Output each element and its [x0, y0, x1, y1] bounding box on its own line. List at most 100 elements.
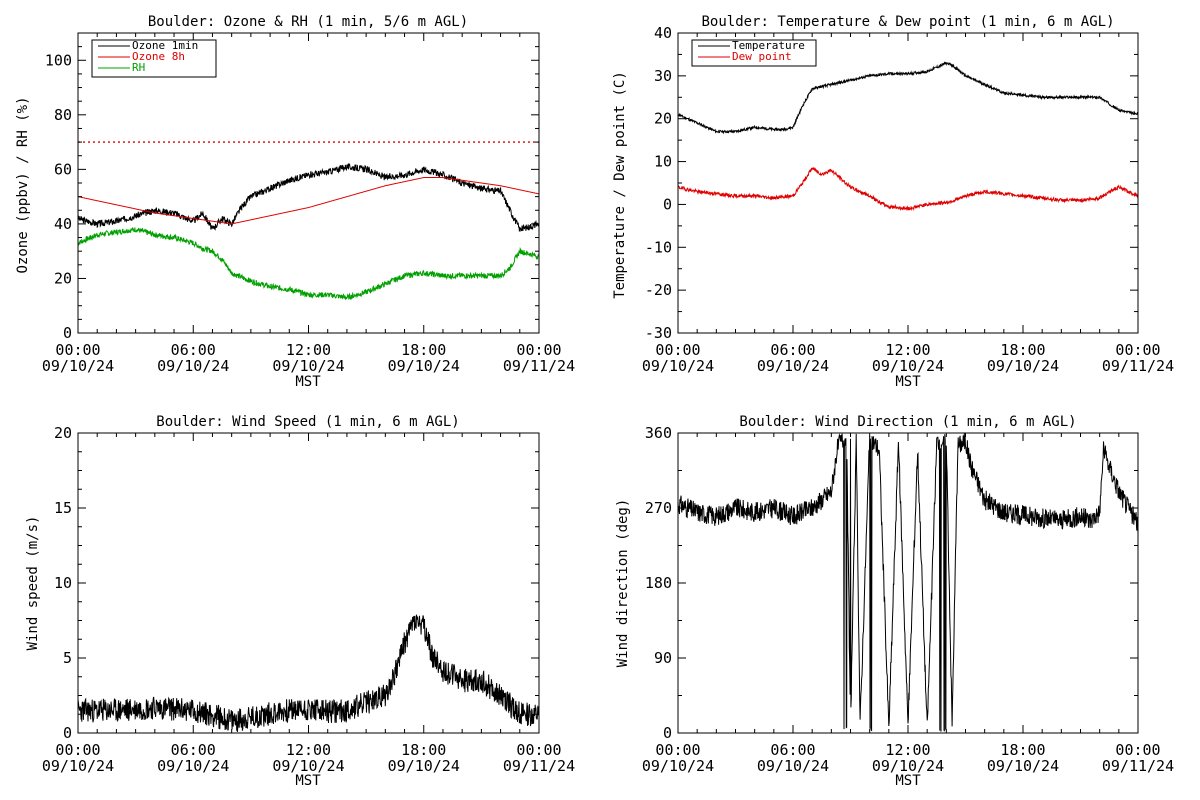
x-tick-label-date: 09/10/24: [642, 357, 714, 375]
x-tick-label-time: 12:00: [885, 741, 930, 759]
panel-title: Boulder: Wind Speed (1 min, 6 m AGL): [156, 414, 459, 430]
x-tick-label-time: 18:00: [401, 341, 446, 359]
x-tick-label-date: 09/10/24: [987, 357, 1059, 375]
x-axis-label: MST: [895, 374, 921, 390]
y-tick-label: 20: [654, 110, 672, 128]
y-tick-label: 5: [63, 649, 72, 667]
y-tick-label: 180: [645, 574, 672, 592]
x-tick-label-date: 09/10/24: [642, 757, 714, 775]
y-tick-label: 20: [54, 269, 72, 287]
series-line: [78, 227, 539, 301]
x-tick-label-time: 06:00: [770, 741, 815, 759]
y-tick-label: 0: [663, 724, 672, 742]
y-tick-label: 60: [54, 160, 72, 178]
legend-label: Temperature: [732, 39, 805, 52]
x-tick-label-date: 09/10/24: [872, 757, 944, 775]
x-tick-label-date: 09/11/24: [503, 357, 575, 375]
x-tick-label-time: 00:00: [516, 741, 561, 759]
x-tick-label-time: 00:00: [1115, 341, 1160, 359]
y-tick-label: 20: [54, 424, 72, 442]
x-tick-label-time: 00:00: [55, 341, 100, 359]
plot-area: 02040608010000:0009/10/2406:0009/10/2412…: [42, 32, 575, 375]
x-axis-label: MST: [895, 773, 921, 789]
plot-area: 09018027036000:0009/10/2406:0009/10/2412…: [642, 424, 1174, 775]
panel-title: Boulder: Ozone & RH (1 min, 5/6 m AGL): [148, 14, 468, 30]
legend-label: RH: [132, 61, 145, 74]
y-tick-label: 0: [663, 195, 672, 213]
y-axis-label: Ozone (ppbv) / RH (%): [15, 96, 31, 273]
panel-ozone-rh: Boulder: Ozone & RH (1 min, 5/6 m AGL) O…: [15, 14, 575, 390]
y-tick-label: 0: [63, 724, 72, 742]
series-group: [78, 614, 539, 732]
y-tick-label: 80: [54, 106, 72, 124]
x-tick-label-time: 00:00: [655, 341, 700, 359]
x-axis-label: MST: [295, 374, 321, 390]
x-tick-label-time: 00:00: [1115, 741, 1160, 759]
x-axis-label: MST: [295, 773, 321, 789]
x-tick-label-date: 09/10/24: [272, 357, 344, 375]
y-tick-label: 270: [645, 499, 672, 517]
x-tick-label-time: 00:00: [55, 741, 100, 759]
x-tick-label-date: 09/10/24: [872, 357, 944, 375]
x-tick-label-time: 12:00: [286, 741, 331, 759]
y-axis-label: Wind speed (m/s): [25, 516, 41, 651]
x-tick-label-time: 00:00: [516, 341, 561, 359]
panel-title: Boulder: Temperature & Dew point (1 min,…: [701, 14, 1114, 30]
y-tick-label: 10: [654, 153, 672, 171]
x-tick-label-date: 09/10/24: [157, 757, 229, 775]
series-line: [78, 163, 539, 232]
legend-label: Ozone 8h: [132, 50, 185, 63]
x-tick-label-date: 09/10/24: [987, 757, 1059, 775]
x-tick-label-date: 09/11/24: [1102, 757, 1174, 775]
x-tick-label-date: 09/10/24: [388, 757, 460, 775]
y-axis-label: Wind direction (deg): [615, 499, 631, 668]
legend-label: Dew point: [732, 50, 792, 63]
legend-box: [691, 39, 817, 67]
panel-title: Boulder: Wind Direction (1 min, 6 m AGL): [739, 414, 1076, 430]
series-group: [678, 433, 1138, 732]
x-tick-label-time: 18:00: [1000, 741, 1045, 759]
plot-frame: [77, 32, 540, 334]
y-tick-label: 90: [654, 649, 672, 667]
x-tick-label-date: 09/10/24: [272, 757, 344, 775]
x-tick-label-date: 09/10/24: [42, 357, 114, 375]
x-tick-label-date: 09/10/24: [42, 757, 114, 775]
panel-wind-speed: Boulder: Wind Speed (1 min, 6 m AGL) Win…: [25, 414, 575, 789]
plot-area: 0510152000:0009/10/2406:0009/10/2412:000…: [42, 424, 575, 775]
y-tick-label: -10: [645, 238, 672, 256]
plot-area: -30-20-1001020304000:0009/10/2406:0009/1…: [642, 24, 1174, 375]
series-line: [678, 61, 1138, 135]
x-tick-label-time: 06:00: [770, 341, 815, 359]
series-line: [678, 433, 1138, 732]
y-axis-label: Temperature / Dew point (C): [612, 71, 628, 299]
x-tick-label-date: 09/10/24: [157, 357, 229, 375]
x-tick-label-time: 18:00: [401, 741, 446, 759]
x-tick-label-time: 06:00: [171, 741, 216, 759]
y-tick-label: 10: [54, 574, 72, 592]
plot-frame: [77, 432, 540, 734]
x-tick-label-date: 09/10/24: [757, 757, 829, 775]
y-tick-label: 40: [654, 24, 672, 42]
x-tick-label-time: 00:00: [655, 741, 700, 759]
series-line: [78, 614, 539, 732]
x-tick-label-time: 12:00: [286, 341, 331, 359]
plot-frame: [677, 432, 1139, 734]
x-tick-label-date: 09/10/24: [388, 357, 460, 375]
legend-label: Ozone 1min: [132, 39, 198, 52]
x-tick-label-date: 09/11/24: [503, 757, 575, 775]
y-tick-label: -20: [645, 281, 672, 299]
series-group: [78, 163, 539, 301]
x-tick-label-date: 09/11/24: [1102, 357, 1174, 375]
x-tick-label-date: 09/10/24: [757, 357, 829, 375]
series-group: [678, 61, 1138, 212]
series-line: [678, 167, 1138, 212]
x-tick-label-time: 12:00: [885, 341, 930, 359]
y-tick-label: 30: [654, 67, 672, 85]
x-tick-label-time: 18:00: [1000, 341, 1045, 359]
panel-temperature-dewpoint: Boulder: Temperature & Dew point (1 min,…: [612, 14, 1174, 390]
y-tick-label: 40: [54, 215, 72, 233]
y-tick-label: 100: [45, 51, 72, 69]
y-tick-label: 15: [54, 499, 72, 517]
y-tick-label: 360: [645, 424, 672, 442]
